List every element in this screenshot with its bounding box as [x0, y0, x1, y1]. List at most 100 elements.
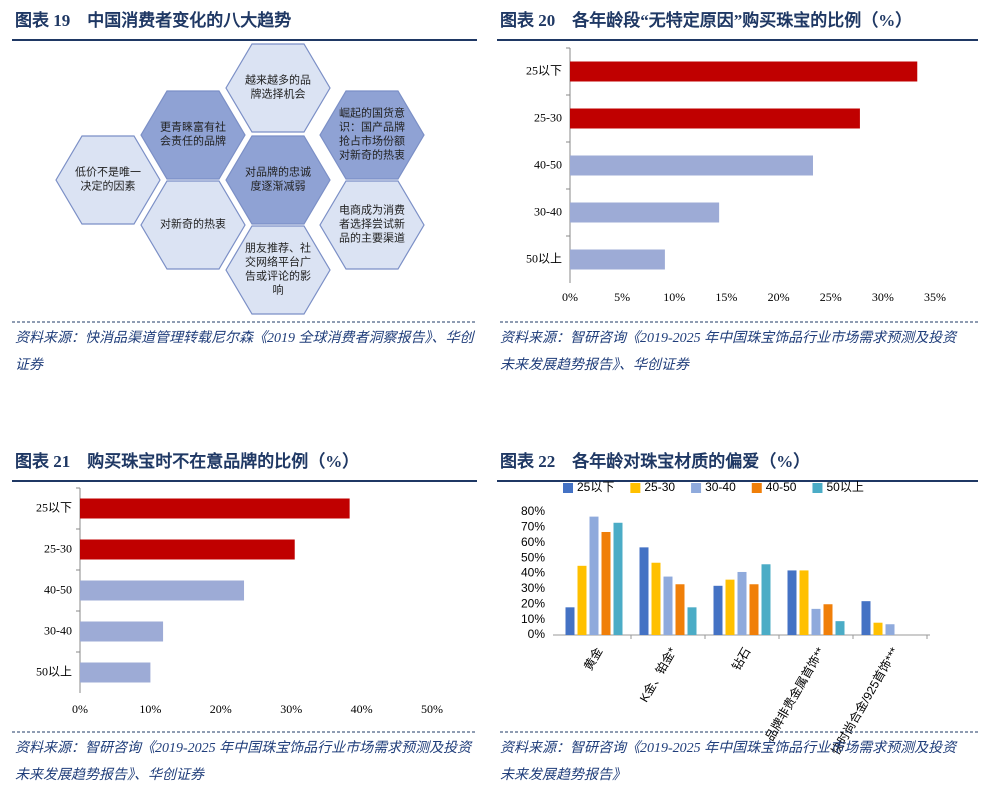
y-tick-label: 0%	[528, 627, 546, 641]
bar	[639, 547, 649, 635]
x-tick-label: 15%	[715, 290, 737, 304]
bar	[761, 564, 771, 635]
source-note: 资料来源：智研咨询《2019-2025 年中国珠宝饰品行业市场需求预测及投资未来…	[15, 741, 472, 783]
y-tick-label: 25以下	[36, 500, 72, 514]
bar	[80, 621, 164, 642]
source-note: 资料来源：快消品渠道管理转载尼尔森《2019 全球消费者洞察报告》、华创证券	[15, 331, 474, 373]
x-tick-label: 品牌非贵金属首饰**	[762, 644, 828, 743]
hexagon-label: 响	[273, 284, 284, 297]
figure-title: 图表 19 中国消费者变化的八大趋势	[15, 10, 291, 30]
x-tick-label: 10%	[663, 290, 685, 304]
bar	[713, 585, 723, 635]
x-tick-label: 35%	[924, 290, 946, 304]
y-tick-label: 30%	[521, 581, 545, 595]
bar	[651, 562, 661, 635]
bar	[663, 576, 673, 635]
legend-swatch	[563, 483, 573, 493]
hexagon-label: 会责任的品牌	[160, 134, 226, 148]
hexagon-label: 越来越多的品	[245, 73, 311, 87]
source-note: 资料来源：智研咨询《2019-2025 年中国珠宝饰品行业市场需求预测及投资未来…	[500, 331, 957, 373]
y-tick-label: 60%	[521, 535, 545, 549]
bar	[80, 498, 350, 519]
legend-label: 25-30	[644, 480, 675, 494]
x-tick-label: 25%	[820, 290, 842, 304]
figure-title: 图表 22 各年龄对珠宝材质的偏爱（%）	[500, 451, 810, 471]
x-tick-label: 5%	[614, 290, 630, 304]
y-tick-label: 40%	[521, 566, 545, 580]
bar	[823, 604, 833, 635]
hexagon-label: 低价不是唯一	[75, 166, 141, 179]
x-tick-label: 钻石	[728, 645, 753, 673]
bar	[749, 584, 759, 635]
y-tick-label: 50以上	[526, 251, 562, 265]
bar	[577, 565, 587, 635]
bar	[737, 571, 747, 635]
hexagon	[140, 180, 246, 270]
hexagon-label: 品的主要渠道	[339, 231, 405, 245]
hexagon-label: 者选择尝试新	[339, 217, 405, 231]
bar	[613, 522, 623, 635]
y-tick-label: 25-30	[534, 110, 562, 124]
bar	[835, 621, 845, 635]
x-tick-label: 0%	[72, 702, 88, 716]
hexagon	[225, 43, 331, 133]
hexagon	[225, 135, 331, 225]
source-note: 资料来源：智研咨询《2019-2025 年中国珠宝饰品行业市场需求预测及投资未来…	[500, 741, 957, 783]
hexagon-label: 朋友推荐、社	[245, 241, 311, 255]
x-tick-label: 20%	[210, 702, 232, 716]
hexagon-label: 对新奇的热衷	[339, 148, 405, 162]
legend-swatch	[630, 483, 641, 493]
x-tick-label: 30%	[872, 290, 894, 304]
hexagon-label: 更青睐富有社	[160, 120, 226, 134]
y-tick-label: 25以下	[526, 63, 562, 77]
bar	[787, 570, 797, 635]
bar	[687, 607, 697, 635]
figure-title: 图表 20 各年龄段“无特定原因”购买珠宝的比例（%）	[500, 10, 912, 30]
hexagon-label: 度逐渐减弱	[251, 179, 306, 193]
bar	[570, 249, 665, 270]
bar	[565, 607, 575, 635]
hexagon-label: 牌选择机会	[251, 87, 306, 101]
y-tick-label: 25-30	[44, 541, 72, 555]
bar	[873, 622, 883, 635]
hexagon-label: 对品牌的忠诚	[245, 165, 311, 179]
y-tick-label: 70%	[521, 520, 545, 534]
x-tick-label: 50%	[421, 702, 443, 716]
x-tick-label: K金、铂金*	[636, 644, 679, 704]
hexagon-label: 识：国产品牌	[339, 120, 405, 134]
bar	[570, 155, 813, 176]
y-tick-label: 10%	[521, 612, 545, 626]
bar	[675, 584, 685, 635]
y-tick-label: 80%	[521, 504, 545, 518]
hexagon-label: 告或评论的影	[245, 269, 311, 283]
hexagon	[319, 90, 425, 180]
legend-swatch	[812, 483, 823, 493]
y-tick-label: 30-40	[534, 204, 562, 218]
x-tick-label: 20%	[768, 290, 790, 304]
x-tick-label: 0%	[562, 290, 578, 304]
bar	[80, 662, 151, 683]
hexagon-label: 抢占市场份额	[339, 134, 405, 148]
bar	[570, 61, 918, 82]
bar	[799, 570, 809, 635]
y-tick-label: 40-50	[534, 157, 562, 171]
legend-label: 40-50	[766, 480, 797, 494]
y-tick-label: 50以上	[36, 664, 72, 678]
y-tick-label: 40-50	[44, 582, 72, 596]
y-tick-label: 30-40	[44, 623, 72, 637]
hexagon	[319, 180, 425, 270]
bar	[725, 579, 735, 635]
bar	[80, 539, 295, 560]
hexagon	[140, 90, 246, 180]
bar	[589, 516, 599, 635]
y-tick-label: 50%	[521, 550, 545, 564]
bar	[811, 608, 821, 635]
hexagon-label: 电商成为消费	[339, 203, 405, 217]
bar	[80, 580, 245, 601]
bar	[570, 202, 720, 223]
hexagon-label: 对新奇的热衷	[160, 217, 226, 231]
hexagon-label: 决定的因素	[81, 179, 136, 193]
hexagon	[55, 135, 161, 225]
hexagon	[225, 225, 331, 315]
